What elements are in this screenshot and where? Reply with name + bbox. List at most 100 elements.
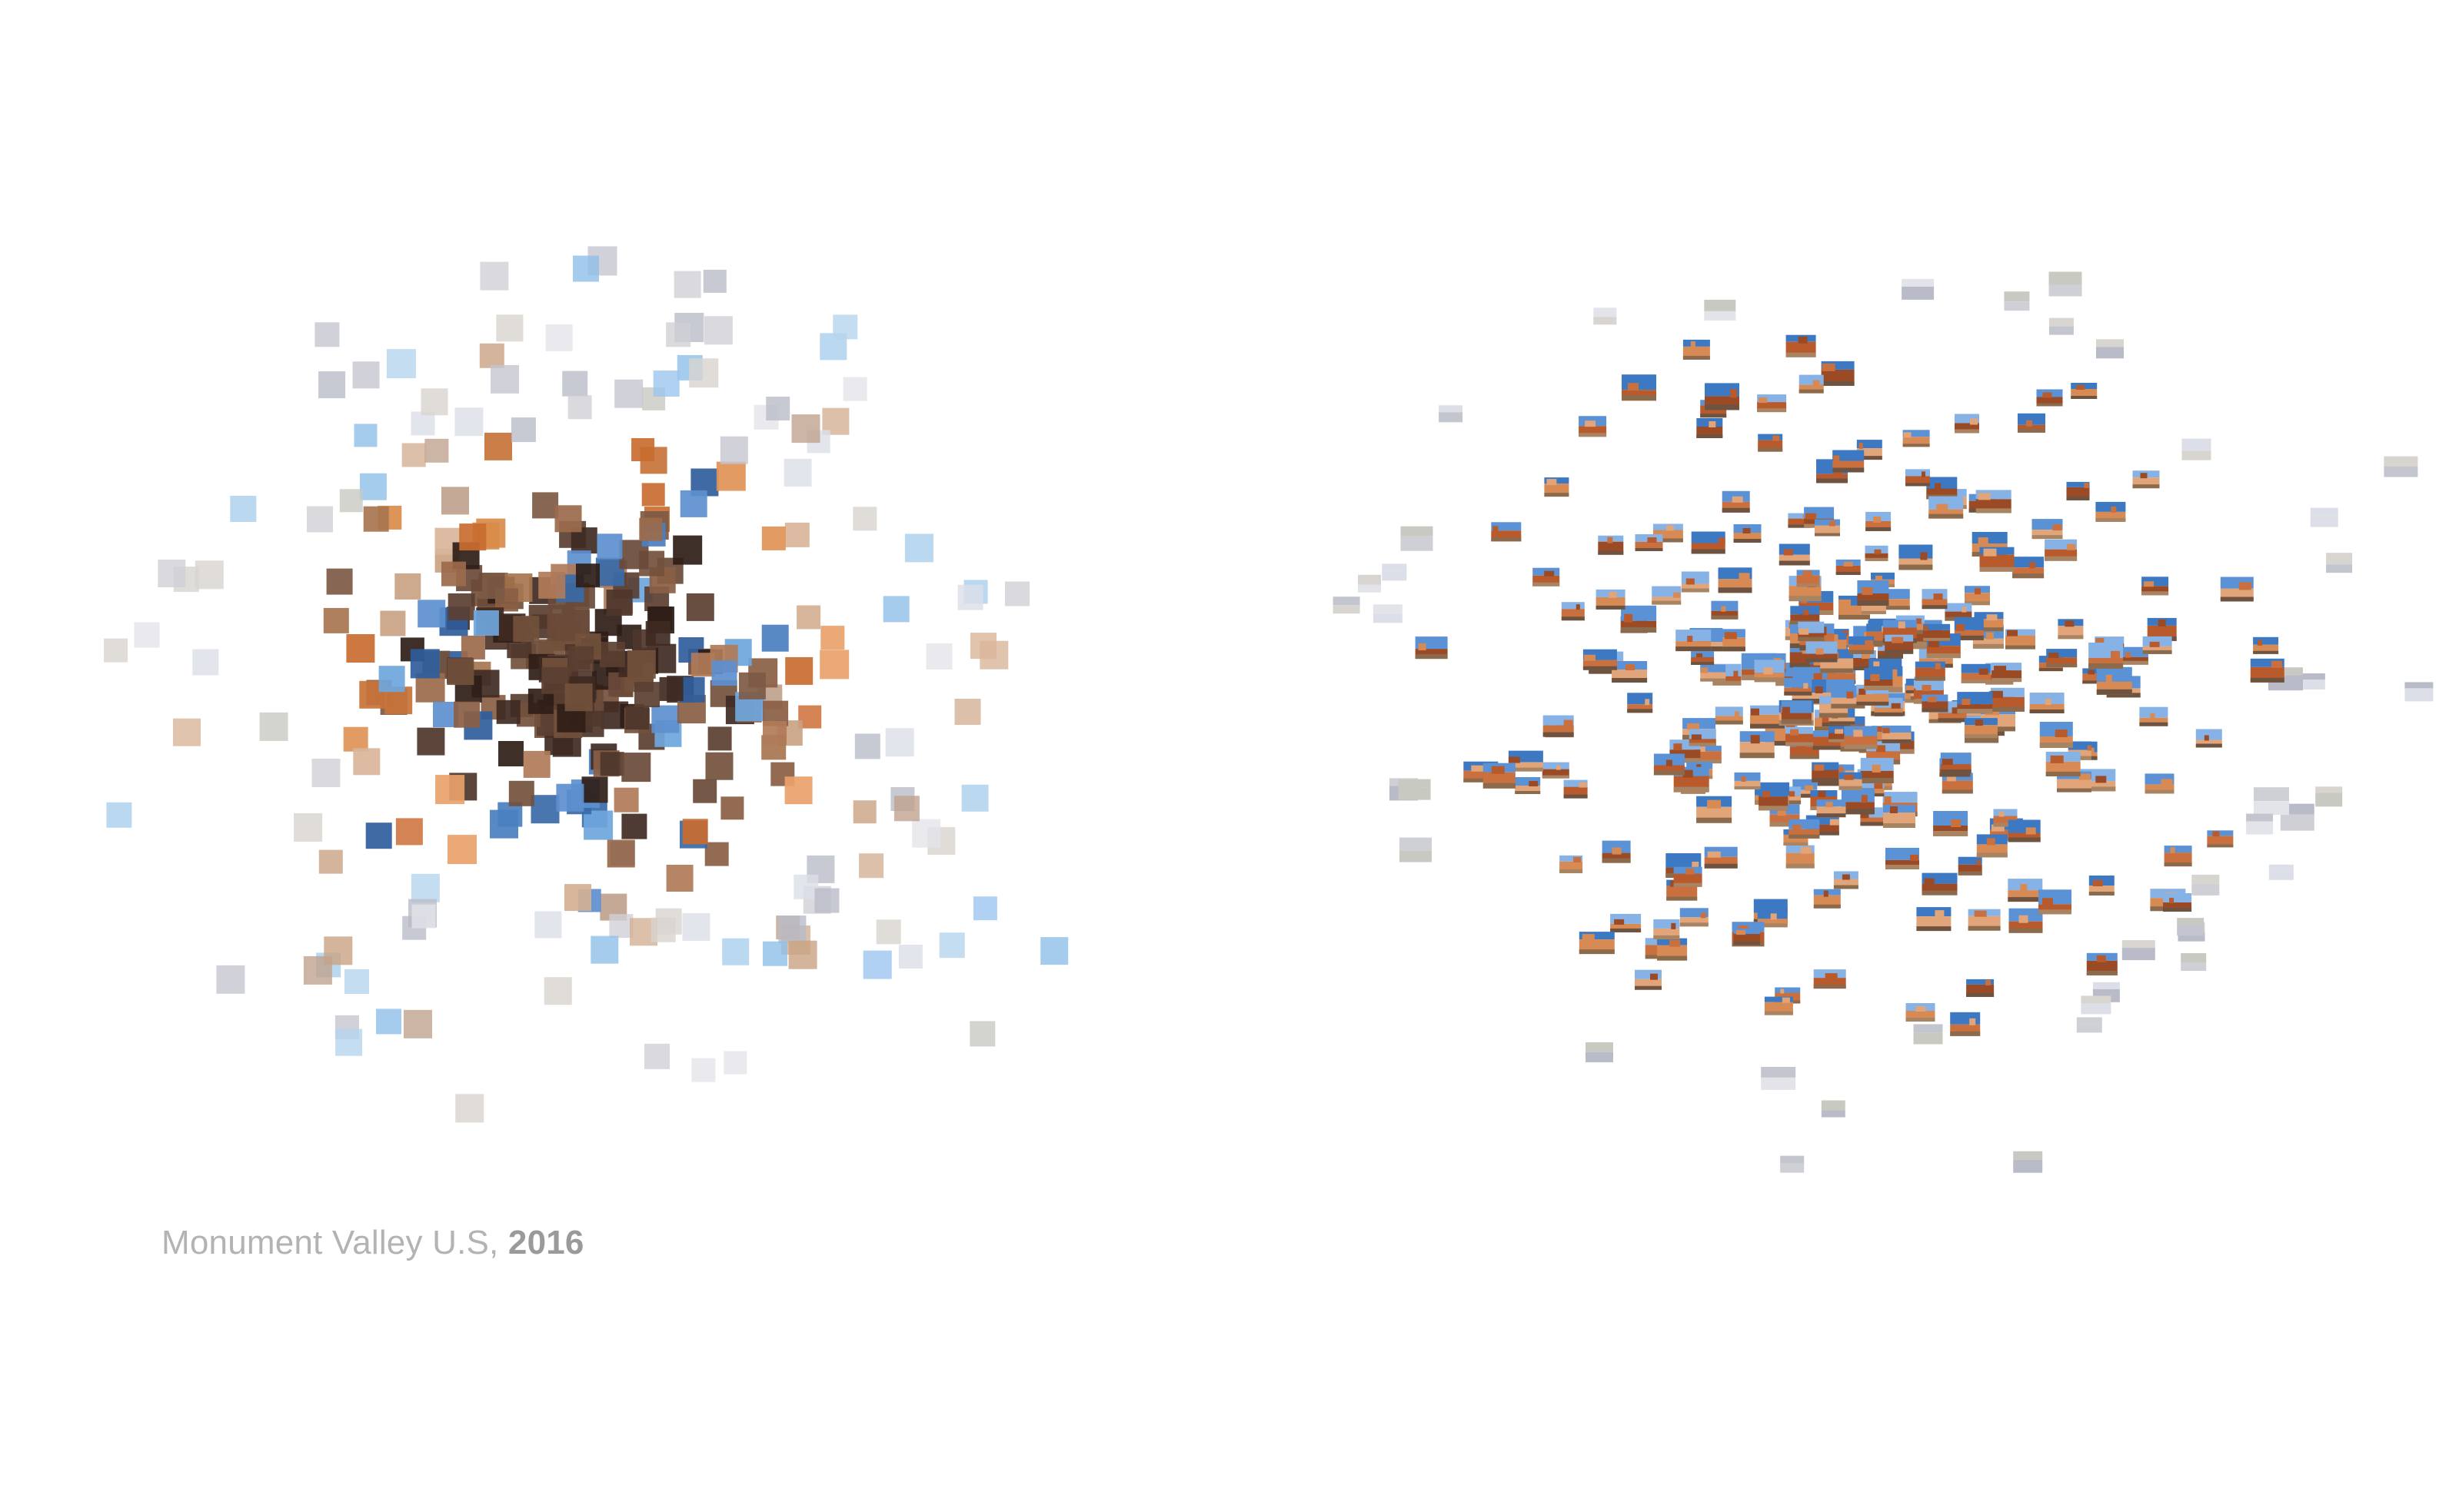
photo-thumbnail: [2045, 751, 2081, 776]
photo-thumbnail: [2207, 830, 2234, 848]
color-tile: [294, 812, 323, 842]
photo-thumbnail: [2095, 501, 2126, 522]
color-tile: [843, 377, 867, 401]
photo-thumbnail: [1734, 772, 1761, 789]
color-tile: [707, 726, 732, 751]
photo-thumbnail: [1582, 649, 1617, 670]
photo-thumbnail: [1902, 278, 1935, 300]
color-tile: [354, 424, 378, 447]
color-tile: [303, 955, 332, 985]
photo-thumbnail: [1635, 969, 1662, 990]
photo-thumbnail: [1805, 641, 1838, 663]
photo-thumbnail: [2066, 481, 2090, 500]
photo-thumbnail: [2081, 995, 2111, 1015]
photo-thumbnail: [1821, 361, 1855, 386]
color-tile: [621, 753, 651, 783]
color-tile: [898, 945, 923, 969]
color-tile: [704, 842, 729, 866]
color-tile: [564, 683, 593, 712]
color-tile: [679, 676, 705, 703]
color-tile: [421, 388, 448, 416]
photo-thumbnail: [1700, 664, 1726, 682]
color-tile: [441, 487, 469, 515]
color-tile: [814, 888, 840, 913]
photo-thumbnail: [2254, 787, 2289, 816]
photo-thumbnail: [1926, 477, 1958, 500]
color-tile: [173, 718, 201, 746]
photo-thumbnail: [2005, 629, 2035, 650]
photo-thumbnail: [1922, 872, 1958, 896]
color-tile: [545, 324, 573, 351]
photo-thumbnail: [2045, 539, 2078, 561]
photo-thumbnail: [1415, 636, 1448, 660]
photo-thumbnail: [1593, 307, 1617, 325]
caption: Monument Valley U.S, 2016: [161, 1224, 584, 1262]
photo-thumbnail: [1627, 693, 1653, 713]
color-tile: [573, 255, 599, 282]
color-tile: [216, 965, 245, 994]
color-tile: [957, 584, 983, 610]
photo-thumbnail: [1857, 580, 1889, 606]
color-tile: [693, 779, 717, 803]
photo-thumbnail: [2004, 291, 2030, 311]
photo-thumbnail: [1905, 1003, 1935, 1022]
color-tile: [353, 748, 381, 776]
color-tile: [876, 919, 901, 945]
photo-thumbnail: [1515, 777, 1541, 794]
color-tile: [584, 810, 614, 840]
photo-thumbnail: [2268, 864, 2294, 880]
photo-thumbnail: [1796, 570, 1820, 587]
color-tile: [926, 643, 953, 670]
photo-thumbnail: [2013, 1151, 2043, 1173]
photo-thumbnail: [1679, 908, 1709, 927]
color-tile: [644, 1043, 670, 1069]
color-tile: [378, 666, 405, 693]
photo-thumbnail: [2250, 658, 2284, 683]
photo-thumbnail: [2018, 413, 2045, 433]
photo-thumbnail: [1750, 705, 1785, 729]
photo-thumbnail: [2012, 557, 2045, 579]
color-tile: [614, 379, 644, 408]
photo-thumbnail: [1544, 477, 1569, 497]
photo-thumbnail: [2048, 271, 2082, 297]
color-tile: [323, 607, 349, 633]
photo-thumbnail: [1915, 661, 1945, 681]
photo-thumbnail: [2177, 918, 2204, 936]
photo-thumbnail: [1715, 706, 1743, 725]
color-tile: [625, 706, 650, 730]
color-tile: [417, 727, 445, 756]
color-tile: [597, 533, 623, 560]
color-tile-cluster-canvas: [104, 246, 1069, 1123]
photo-thumbnail: [2039, 722, 2073, 748]
photo-thumbnail: [2121, 646, 2148, 665]
color-tile: [724, 1051, 747, 1075]
photo-thumbnail: [1602, 840, 1631, 863]
photo-thumbnail: [2008, 819, 2041, 842]
color-tile: [454, 407, 484, 437]
photo-thumbnail: [1798, 374, 1824, 394]
photo-thumbnail: [1812, 762, 1839, 783]
photo-thumbnail: [2096, 339, 2124, 359]
color-tile: [576, 563, 600, 588]
photo-thumbnail: [1653, 753, 1685, 776]
photo-thumbnail: [1689, 729, 1716, 746]
photo-thumbnail: [1975, 490, 2011, 513]
photo-thumbnail: [1691, 651, 1715, 665]
photo-thumbnail: [1382, 563, 1407, 581]
color-tile: [394, 573, 421, 600]
color-tile: [318, 849, 343, 874]
photo-thumbnail: [2298, 673, 2325, 690]
color-tile: [454, 701, 481, 728]
color-tile: [554, 505, 582, 533]
photo-thumbnail: [1621, 605, 1657, 633]
color-tile: [538, 571, 566, 599]
color-tile: [496, 700, 521, 724]
color-tile: [455, 1094, 484, 1123]
color-tile: [833, 314, 858, 340]
photo-thumbnail: [1813, 969, 1846, 989]
photo-thumbnail: [1916, 907, 1952, 932]
photo-thumbnail: [1757, 906, 1788, 928]
color-tile: [363, 506, 389, 532]
photo-thumbnail: [1704, 846, 1738, 869]
photo-thumbnail: [1779, 543, 1810, 566]
